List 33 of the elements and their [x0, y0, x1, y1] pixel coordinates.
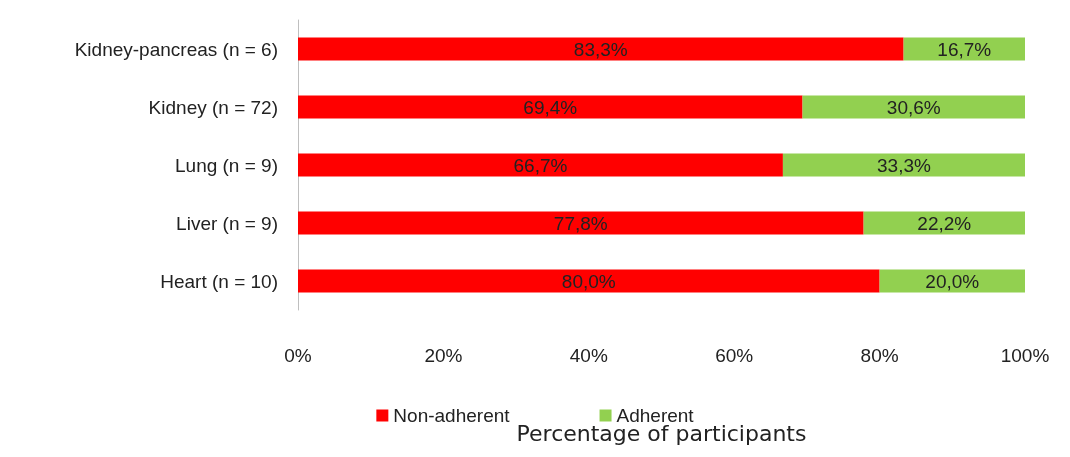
- data-label: 66,7%: [513, 154, 568, 176]
- x-tick-label: 100%: [1000, 345, 1050, 366]
- x-tick-label: 20%: [424, 345, 463, 366]
- data-label: 20,0%: [925, 270, 980, 292]
- data-label: 22,2%: [917, 212, 972, 234]
- bar: [298, 269, 880, 293]
- data-label: 69,4%: [523, 96, 578, 118]
- bar: [782, 153, 1025, 177]
- bar: [298, 153, 783, 177]
- bar: [298, 211, 864, 235]
- bar: [802, 95, 1025, 119]
- bar: [879, 269, 1025, 293]
- data-label: 16,7%: [937, 38, 992, 60]
- y-tick-label: Heart (n = 10): [160, 270, 278, 292]
- x-tick-label: 40%: [569, 345, 608, 366]
- legend-label: Adherent: [616, 405, 695, 426]
- data-label: 30,6%: [886, 96, 941, 118]
- bar: [298, 95, 803, 119]
- bar: [298, 37, 904, 61]
- data-label: 80,0%: [561, 270, 616, 292]
- y-tick-label: Kidney (n = 72): [148, 96, 278, 118]
- bar: [903, 37, 1025, 61]
- y-tick-label: Kidney-pancreas (n = 6): [74, 38, 278, 60]
- y-tick-label: Liver (n = 9): [176, 212, 278, 234]
- data-label: 33,3%: [877, 154, 931, 176]
- x-tick-label: 80%: [860, 345, 899, 366]
- bar: [863, 211, 1025, 235]
- legend-label: Non-adherent: [393, 405, 511, 426]
- data-label: 77,8%: [553, 212, 608, 234]
- x-tick-label: 0%: [284, 345, 312, 366]
- x-tick-label: 60%: [715, 345, 754, 366]
- y-tick-label: Lung (n = 9): [175, 154, 278, 176]
- data-label: 83,3%: [573, 38, 628, 60]
